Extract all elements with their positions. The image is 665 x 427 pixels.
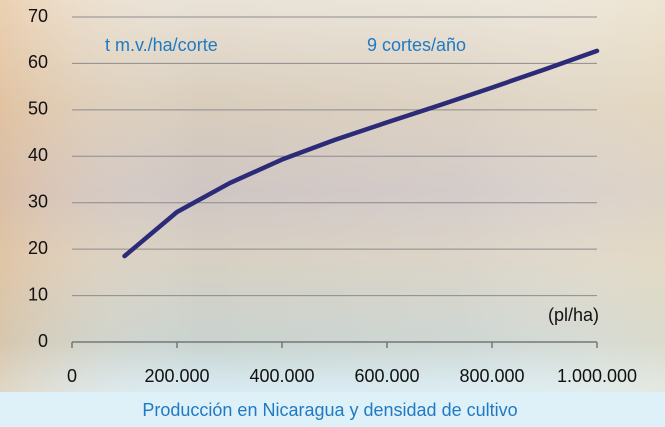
x-tick-label: 600.000	[354, 366, 419, 386]
y-tick-label: 40	[28, 145, 48, 165]
y-tick-label: 70	[28, 6, 48, 26]
y-tick-label: 20	[28, 238, 48, 258]
y-tick-label: 0	[38, 331, 48, 351]
y-tick-label: 50	[28, 99, 48, 119]
data-line	[122, 48, 600, 259]
y-tick-label: 30	[28, 191, 48, 211]
annotation: 9 cortes/año	[367, 35, 466, 55]
x-tick-label: 800.000	[459, 366, 524, 386]
y-tick-label: 10	[28, 284, 48, 304]
x-tick-label: 400.000	[249, 366, 314, 386]
x-axis-label: Producción en Nicaragua y densidad de cu…	[142, 400, 517, 420]
x-tick-label: 1.000.000	[557, 366, 637, 386]
y-tick-label: 60	[28, 52, 48, 72]
annotation: t m.v./ha/corte	[105, 35, 218, 55]
caption-strip	[0, 392, 665, 427]
x-tick-label: 0	[67, 366, 77, 386]
annotation: (pl/ha)	[548, 305, 599, 325]
x-tick-label: 200.000	[144, 366, 209, 386]
